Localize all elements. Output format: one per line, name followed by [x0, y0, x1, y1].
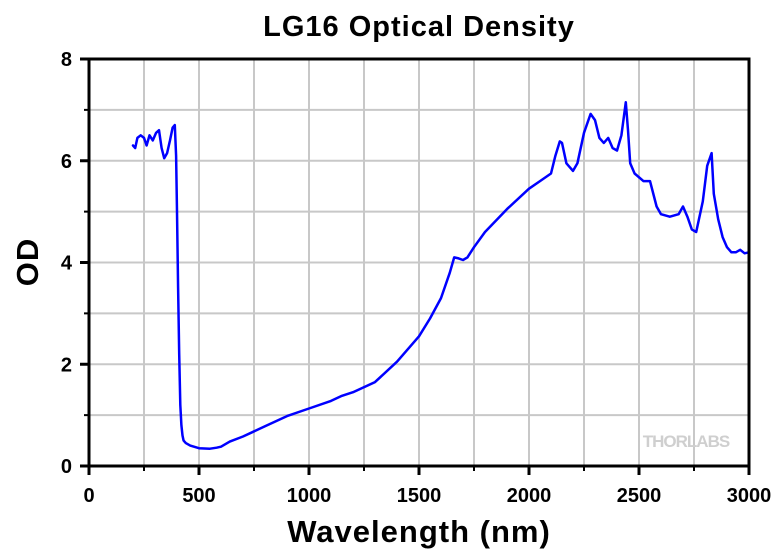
series-group	[131, 100, 751, 450]
x-tick-labels: 0 500 1000 1500 2000 2500 3000	[83, 485, 771, 507]
x-tick-label: 1500	[397, 485, 442, 507]
series-line-od	[131, 100, 751, 450]
x-tick-label: 2500	[617, 485, 662, 507]
x-tick-label: 1000	[287, 485, 332, 507]
y-tick-label: 0	[61, 456, 72, 478]
ticks	[80, 57, 751, 475]
grid	[89, 59, 749, 466]
chart-title: LG16 Optical Density	[263, 11, 575, 43]
x-tick-label: 0	[83, 485, 94, 507]
x-tick-label: 500	[182, 485, 215, 507]
y-tick-label: 4	[61, 253, 73, 275]
x-tick-label: 3000	[727, 485, 772, 507]
y-tick-label: 2	[61, 354, 72, 376]
x-axis-label: Wavelength (nm)	[287, 514, 551, 549]
thorlabs-watermark: THORLABS	[643, 432, 730, 451]
y-tick-label: 6	[61, 151, 72, 173]
y-axis-label: OD	[10, 238, 45, 287]
y-tick-label: 8	[61, 49, 72, 71]
y-tick-labels: 0 2 4 6 8	[61, 49, 73, 478]
x-tick-label: 2000	[507, 485, 552, 507]
